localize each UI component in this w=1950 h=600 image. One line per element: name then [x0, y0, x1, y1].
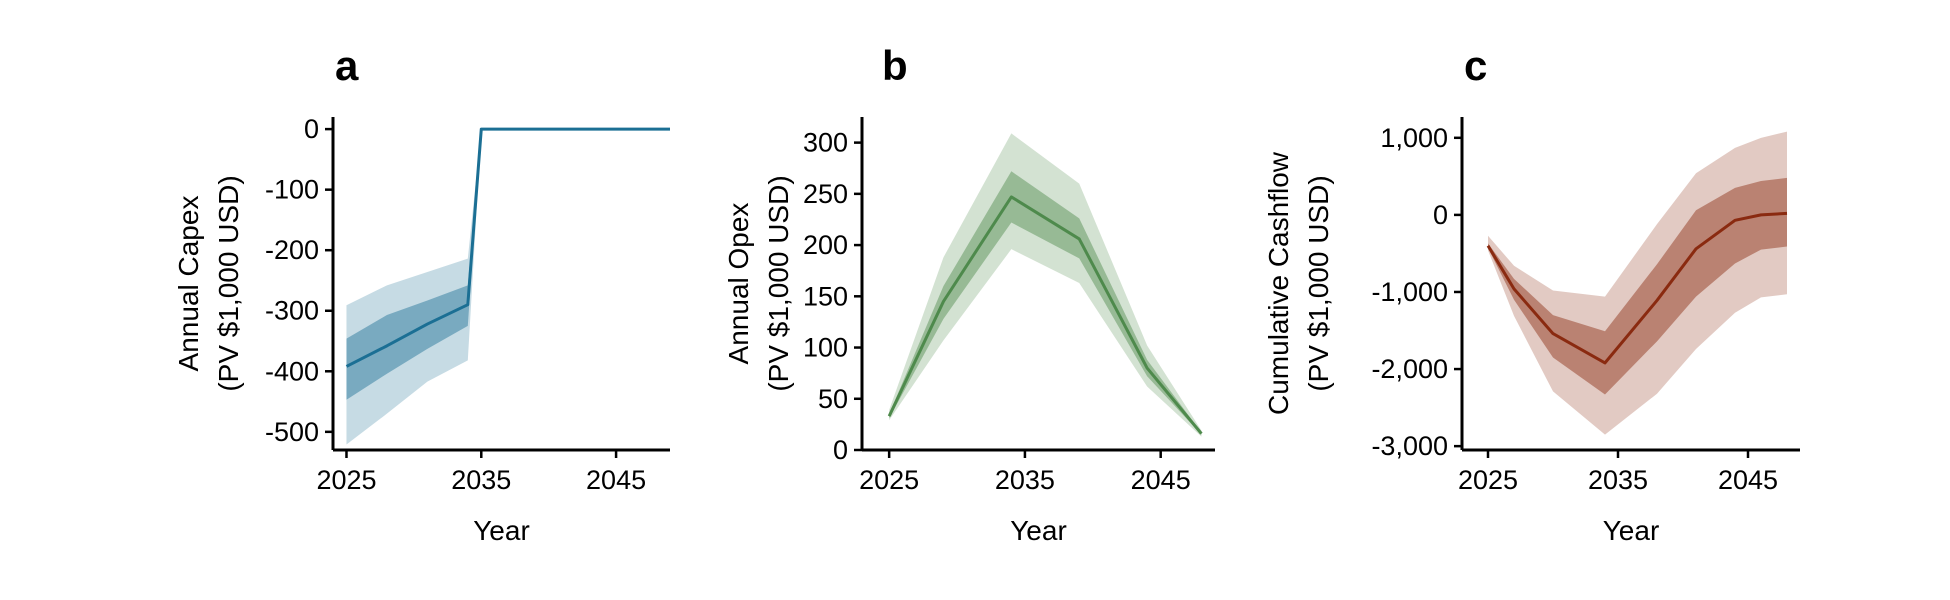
y-tick-label: 1,000	[1380, 123, 1448, 153]
panel-letter: b	[882, 42, 908, 89]
y-axis-subtitle: (PV $1,000 USD)	[763, 175, 794, 391]
panel-c: 1,000 0 -1,000 -2,000 -3,000 2025 2035 2045 Year…	[1263, 42, 1800, 546]
x-tick-label: 2035	[1588, 465, 1648, 495]
y-tick-label: 250	[803, 179, 848, 209]
median-line	[345, 127, 670, 368]
y-tick-label: -200	[265, 235, 319, 265]
y-tick-label: -100	[265, 175, 319, 205]
y-tick-label: 50	[818, 384, 848, 414]
y-axis-title: Annual Capex	[173, 196, 204, 372]
x-tick-label: 2045	[1131, 465, 1191, 495]
x-axis-title: Year	[1603, 515, 1660, 546]
y-tick-label: 200	[803, 230, 848, 260]
x-tick-label: 2025	[1458, 465, 1518, 495]
y-tick-label: -3,000	[1371, 431, 1448, 461]
median-line	[1486, 211, 1788, 365]
y-tick-label: -500	[265, 417, 319, 447]
outer-uncertainty-band	[1488, 131, 1787, 435]
y-tick-label: 0	[304, 114, 319, 144]
inner-uncertainty-band	[889, 171, 1202, 435]
inner-uncertainty-band	[346, 129, 670, 400]
y-tick-label: -2,000	[1371, 354, 1448, 384]
y-axis-title: Annual Opex	[723, 203, 754, 365]
x-tick-label: 2035	[451, 465, 511, 495]
y-tick-label: -400	[265, 356, 319, 386]
panel-letter: a	[335, 42, 359, 89]
x-axis-title: Year	[1010, 515, 1067, 546]
y-tick-label: 300	[803, 128, 848, 158]
y-tick-label: -300	[265, 296, 319, 326]
x-tick-label: 2025	[316, 465, 376, 495]
y-tick-label: 0	[1433, 200, 1448, 230]
panel-a: 0 -100 -200 -300 -400 -500 2025 2035 2045 Year Ann…	[173, 42, 670, 546]
x-tick-label: 2025	[859, 465, 919, 495]
y-tick-label: 100	[803, 333, 848, 363]
y-axis-title: Cumulative Cashflow	[1263, 151, 1294, 415]
y-axis-subtitle: (PV $1,000 USD)	[1303, 175, 1334, 391]
y-tick-label: -1,000	[1371, 277, 1448, 307]
y-tick-label: 150	[803, 281, 848, 311]
outer-uncertainty-band	[889, 133, 1202, 437]
x-axis-title: Year	[473, 515, 530, 546]
x-tick-label: 2045	[586, 465, 646, 495]
x-tick-label: 2035	[995, 465, 1055, 495]
outer-uncertainty-band	[346, 129, 670, 445]
panel-letter: c	[1464, 42, 1487, 89]
y-tick-label: 0	[833, 435, 848, 465]
median-line	[887, 195, 1203, 435]
panel-b: 0 50 100 150 200 250 300 2025 2035 2045 Year Annual…	[723, 42, 1215, 546]
y-axis-subtitle: (PV $1,000 USD)	[213, 175, 244, 391]
x-tick-label: 2045	[1718, 465, 1778, 495]
